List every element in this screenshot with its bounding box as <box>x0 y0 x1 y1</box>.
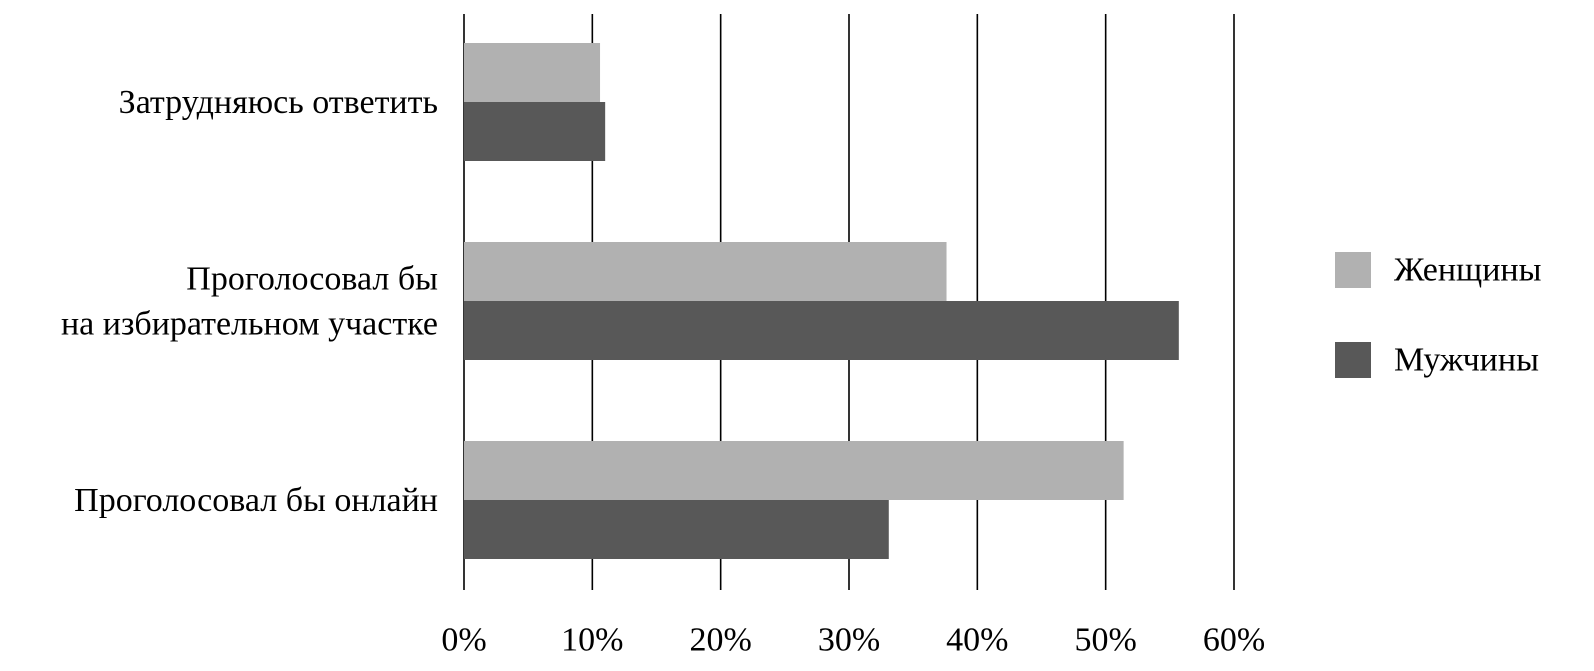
bar-3-series-1 <box>464 441 1124 500</box>
bar-1-series-1 <box>464 43 601 102</box>
category-label-1: Затрудняюсь ответить <box>119 84 438 121</box>
x-tick-label-60: 60% <box>1203 622 1265 659</box>
x-tick-label-0: 0% <box>441 622 486 659</box>
x-axis-tick-labels: 0% 10% 20% 30% 40% 50% 60% <box>441 622 1265 659</box>
bar-1-series-2 <box>464 102 606 161</box>
x-tick-label-30: 30% <box>818 622 880 659</box>
x-tick-label-20: 20% <box>690 622 752 659</box>
category-label-line: Затрудняюсь ответить <box>119 84 438 121</box>
category-label-line: Проголосовал бы <box>186 260 438 297</box>
category-label-3: Проголосовал бы онлайн <box>74 482 438 519</box>
legend-swatch-2 <box>1335 342 1371 378</box>
bar-3-series-2 <box>464 500 889 559</box>
x-tick-label-10: 10% <box>561 622 623 659</box>
legend-swatch-1 <box>1335 252 1371 288</box>
bar-2-series-2 <box>464 301 1179 360</box>
category-labels: Затрудняюсь ответить Проголосовал бы на из… <box>61 84 438 519</box>
x-tick-label-40: 40% <box>946 622 1008 659</box>
category-label-line: Проголосовал бы онлайн <box>74 482 438 519</box>
category-label-2: Проголосовал бы на избирательном участке <box>61 260 438 342</box>
legend-label-2: Мужчины <box>1394 342 1539 379</box>
legend: Женщины Мужчины <box>1335 252 1542 379</box>
bars <box>464 43 1179 559</box>
category-label-line: на избирательном участке <box>61 305 438 342</box>
legend-label-1: Женщины <box>1394 252 1542 289</box>
bar-2-series-1 <box>464 242 947 301</box>
x-tick-label-50: 50% <box>1075 622 1137 659</box>
